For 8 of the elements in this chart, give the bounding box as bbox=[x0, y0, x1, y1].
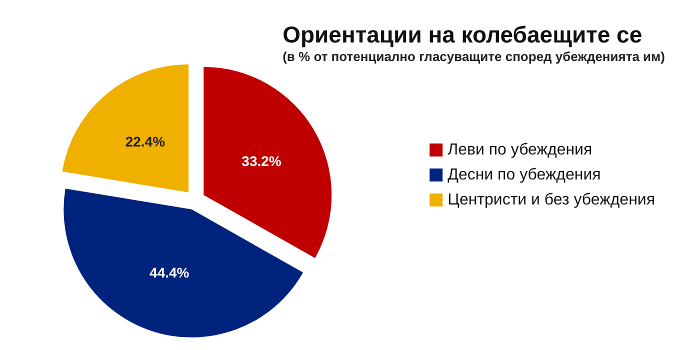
data-label: 33.2% bbox=[242, 153, 282, 170]
data-label: 22.4% bbox=[125, 133, 166, 150]
legend-label: Леви по убеждения bbox=[448, 142, 592, 158]
chart-subtitle: (в % от потенциално гласуващите според убежденията им) bbox=[282, 49, 666, 64]
legend-label: Десни по убеждения bbox=[448, 166, 601, 184]
data-label: 44.4% bbox=[150, 264, 190, 281]
legend-label: Центристи и без убеждения bbox=[448, 192, 656, 208]
chart-title: Ориентации на колебаещите се bbox=[282, 22, 642, 48]
